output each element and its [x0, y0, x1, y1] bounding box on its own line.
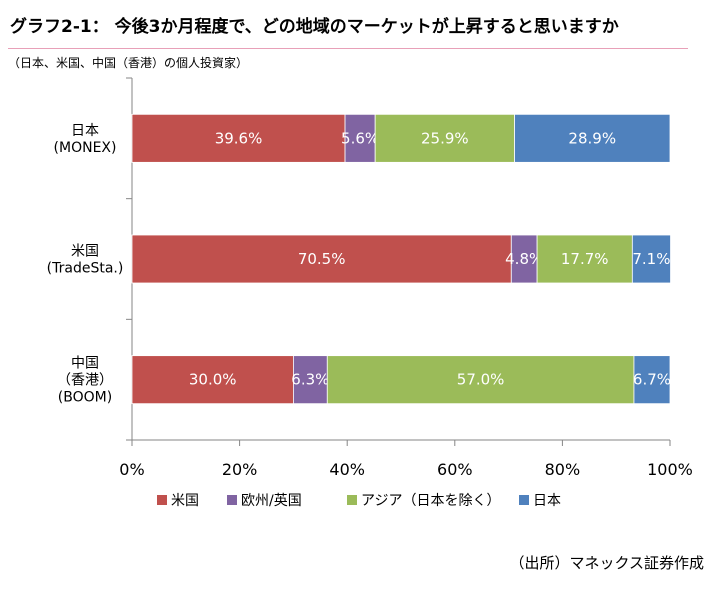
legend-label: アジア（日本を除く） [361, 493, 500, 509]
data-label: 70.5% [298, 250, 346, 268]
category-label-line: 米国 [71, 244, 99, 260]
chart-title: グラフ2-1： 今後3か月程度で、どの地域のマーケットが上昇すると思いますか [10, 17, 619, 37]
legend-label: 日本 [533, 493, 561, 509]
category-label-line: (MONEX) [54, 140, 117, 156]
bar-segment [326, 355, 635, 405]
x-tick-label: 80% [545, 460, 581, 479]
legend-swatch [519, 495, 529, 505]
bar-segment [514, 113, 671, 163]
data-label: 4.8% [505, 250, 543, 268]
category-label-line: (TradeSta.) [47, 261, 124, 277]
category-label-line: 日本 [71, 123, 99, 139]
bar-segment [131, 113, 346, 163]
data-label: 6.3% [291, 371, 329, 389]
category-label-line: 中国 [71, 356, 99, 372]
data-label: 7.1% [632, 250, 670, 268]
legend-swatch [157, 495, 167, 505]
bar-segment [344, 113, 376, 163]
legend-swatch [347, 495, 357, 505]
data-label: 39.6% [215, 129, 263, 147]
data-label: 25.9% [421, 129, 469, 147]
bar-segment [292, 355, 328, 405]
data-label: 28.9% [568, 129, 616, 147]
category-label: 中国（香港）(BOOM) [57, 356, 113, 406]
x-tick-label: 100% [647, 460, 693, 479]
source-note: （出所）マネックス証券作成 [509, 554, 704, 572]
category-label-line: （香港） [57, 373, 113, 389]
bar-segment [633, 355, 671, 405]
chart-subtitle: （日本、米国、中国（香港）の個人投資家） [8, 56, 249, 70]
legend-swatch [227, 495, 237, 505]
category-label: 米国(TradeSta.) [47, 244, 124, 277]
data-label: 17.7% [561, 250, 609, 268]
x-tick-label: 40% [329, 460, 365, 479]
data-label: 30.0% [189, 371, 237, 389]
x-tick-label: 20% [222, 460, 258, 479]
legend-label: 欧州/英国 [241, 492, 302, 509]
data-label: 6.7% [633, 371, 671, 389]
category-label-line: (BOOM) [58, 390, 112, 406]
data-label: 5.6% [341, 129, 379, 147]
x-tick-label: 60% [437, 460, 473, 479]
bar-segment [131, 355, 294, 405]
bar-segment [374, 113, 515, 163]
category-label: 日本(MONEX) [54, 123, 117, 156]
x-tick-label: 0% [119, 460, 144, 479]
bar-segment [631, 234, 671, 284]
title-divider [8, 48, 688, 49]
legend-label: 米国 [171, 493, 199, 509]
data-label: 57.0% [457, 371, 505, 389]
